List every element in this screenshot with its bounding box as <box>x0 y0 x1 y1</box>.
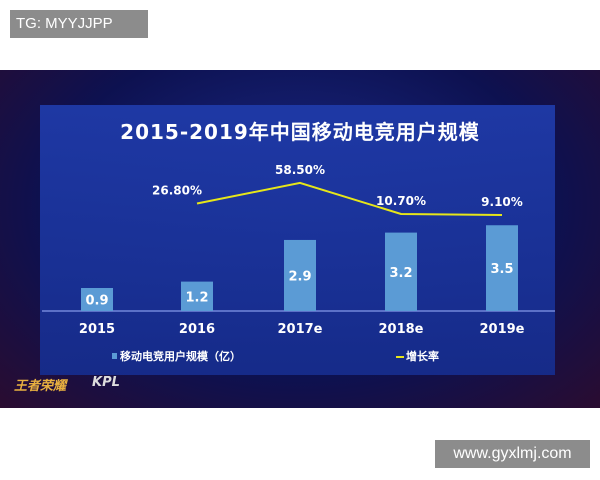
bar-label: 3.5 <box>490 262 513 277</box>
chart-photo: 王者荣耀 KPL <box>0 70 600 408</box>
watermark-bottom: www.gyxlmj.com <box>435 440 590 468</box>
bar-label: 1.2 <box>185 290 208 305</box>
x-tick-label: 2019e <box>480 322 525 337</box>
x-tick-label: 2018e <box>379 322 424 337</box>
bar-label: 0.9 <box>85 294 108 309</box>
bar <box>81 288 113 311</box>
bar <box>181 281 213 311</box>
bar <box>284 239 316 311</box>
x-tick-label: 2015 <box>79 322 115 337</box>
line-label: 26.80% <box>152 183 202 197</box>
bar-label: 2.9 <box>288 269 311 284</box>
chart-title: 2015-2019年中国移动电竞用户规模 <box>120 120 480 144</box>
x-tick-label: 2016 <box>179 322 215 337</box>
bar <box>486 225 518 311</box>
bar-label: 3.2 <box>389 266 412 281</box>
growth-line <box>196 181 503 216</box>
legend-line-label: 增长率 <box>406 349 439 363</box>
legend-bar-swatch <box>112 353 117 359</box>
logo-game: 王者荣耀 <box>14 379 67 394</box>
line-label: 9.10% <box>481 195 523 209</box>
watermark-top: TG: MYYJJPP <box>10 10 148 38</box>
logo-kpl: KPL <box>92 375 120 390</box>
bar <box>385 232 417 311</box>
line-label: 58.50% <box>275 163 325 177</box>
x-tick-label: 2017e <box>278 322 323 337</box>
line-label: 10.70% <box>376 194 426 208</box>
legend-bar-label: 移动电竞用户规模（亿） <box>120 349 241 363</box>
